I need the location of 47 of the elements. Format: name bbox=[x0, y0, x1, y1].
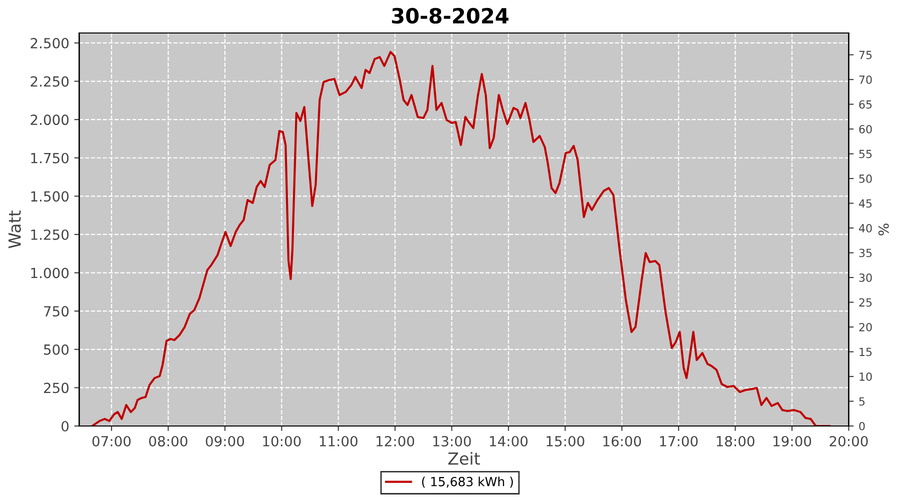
y2-tick-label: 10 bbox=[860, 372, 872, 381]
y2-tick-label: 50 bbox=[859, 174, 872, 183]
x-tick-label: 18:00 bbox=[716, 436, 754, 446]
x-tick-label: 17:00 bbox=[660, 436, 698, 446]
y2-tick-label: 65 bbox=[859, 100, 872, 109]
y-tick-label: 2.500 bbox=[30, 38, 69, 48]
y2-tick-label: 25 bbox=[859, 298, 872, 307]
x-tick-label: 15:00 bbox=[546, 436, 584, 446]
x-tick-label: 11:00 bbox=[320, 436, 358, 446]
chart-title: 30-8-2024 bbox=[392, 8, 508, 24]
y2-tick-label: 60 bbox=[859, 124, 872, 134]
x-tick-label: 16:00 bbox=[603, 436, 641, 446]
x-axis-title: Zeit bbox=[448, 452, 480, 465]
x-tick-label: 20:00 bbox=[830, 436, 868, 446]
y2-tick-label: 75 bbox=[859, 50, 872, 60]
x-tick-label: 10:00 bbox=[263, 436, 301, 446]
x-tick-label: 19:00 bbox=[774, 436, 812, 446]
y2-axis-title: % bbox=[878, 224, 889, 236]
y-tick-label: 2.250 bbox=[30, 76, 69, 87]
y2-tick-label: 35 bbox=[859, 248, 872, 258]
x-tick-label: 08:00 bbox=[149, 436, 188, 446]
x-tick-label: 07:00 bbox=[92, 436, 131, 446]
y2-tick-label: 0 bbox=[859, 422, 865, 430]
y-tick-label: 1.500 bbox=[31, 191, 69, 202]
y-tick-label: 0 bbox=[62, 420, 69, 432]
x-tick-label: 14:00 bbox=[490, 436, 528, 446]
y-tick-label: 250 bbox=[44, 382, 69, 394]
y-tick-label: 2.000 bbox=[30, 114, 69, 126]
x-tick-label: 13:00 bbox=[433, 436, 471, 446]
y-tick-label: 1.000 bbox=[31, 268, 69, 278]
y-tick-label: 1.250 bbox=[31, 229, 69, 240]
y-tick-label: 750 bbox=[44, 306, 69, 317]
y-tick-label: 1.750 bbox=[31, 152, 69, 164]
y2-tick-label: 70 bbox=[859, 76, 872, 84]
x-tick-label: 12:00 bbox=[376, 436, 414, 446]
line-series bbox=[91, 50, 830, 426]
legend-label: ( 15,683 kWh ) bbox=[422, 476, 513, 488]
y2-tick-label: 55 bbox=[859, 150, 872, 158]
y2-tick-label: 40 bbox=[858, 224, 872, 232]
y-axis-title: Watt bbox=[8, 210, 21, 248]
y-tick-label: 500 bbox=[44, 344, 69, 355]
x-tick-label: 09:00 bbox=[206, 436, 244, 446]
y2-tick-label: 30 bbox=[859, 273, 872, 282]
y2-tick-label: 15 bbox=[860, 348, 872, 356]
y2-tick-label: 45 bbox=[858, 199, 872, 208]
y2-tick-label: 20 bbox=[859, 322, 872, 332]
y2-tick-label: 5 bbox=[859, 397, 865, 406]
